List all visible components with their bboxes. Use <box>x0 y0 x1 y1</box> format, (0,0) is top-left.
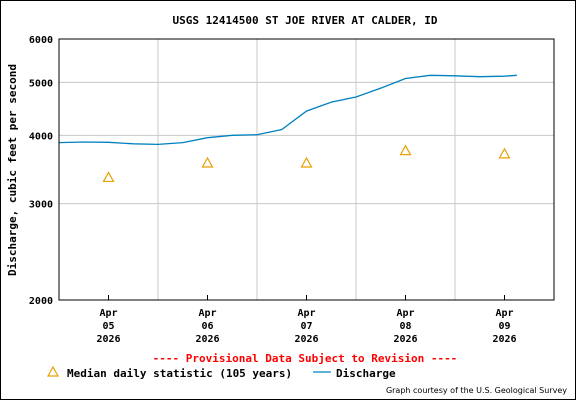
x-tick-label: 09 <box>498 321 510 332</box>
median-point <box>399 144 412 156</box>
legend: Median daily statistic (105 years) Discha… <box>46 365 396 380</box>
x-tick-label: 2026 <box>195 334 219 345</box>
y-axis-label: Discharge, cubic feet per second <box>6 64 19 276</box>
y-tick-label: 6000 <box>29 35 53 46</box>
median-point <box>300 156 313 168</box>
median-point <box>102 171 115 183</box>
data-series <box>58 74 517 183</box>
x-tick-label: 06 <box>201 321 213 332</box>
chart-title: USGS 12414500 ST JOE RIVER AT CALDER, ID <box>173 14 438 27</box>
plot-area-border <box>58 38 555 301</box>
x-tick-label: Apr <box>198 308 216 319</box>
legend-discharge-label: Discharge <box>336 367 396 380</box>
y-tick-label: 2000 <box>29 296 53 307</box>
x-tick-label: Apr <box>297 308 315 319</box>
grid-lines <box>59 39 554 300</box>
x-tick-label: 2026 <box>492 334 516 345</box>
x-tick-label: Apr <box>495 308 513 319</box>
x-tick-label: Apr <box>396 308 414 319</box>
y-tick-labels: 2000 3000 4000 5000 6000 <box>29 35 53 307</box>
x-tick-label: 2026 <box>393 334 417 345</box>
median-point <box>498 147 511 159</box>
median-point <box>201 156 214 168</box>
x-tick-label: 2026 <box>96 334 120 345</box>
x-tick-label: 05 <box>102 321 114 332</box>
y-tick-label: 5000 <box>29 78 53 89</box>
provisional-note: ---- Provisional Data Subject to Revisio… <box>153 352 458 365</box>
x-tick-labels: Apr 05 2026 Apr 06 2026 Apr 07 2026 Apr 08 2026 Apr 0… <box>96 295 517 345</box>
x-tick-label: 07 <box>300 321 312 332</box>
y-tick-label: 4000 <box>29 131 53 142</box>
x-tick-label: 08 <box>399 321 411 332</box>
legend-median-label: Median daily statistic (105 years) <box>67 367 292 380</box>
x-tick-label: Apr <box>99 308 117 319</box>
x-tick-label: 2026 <box>294 334 318 345</box>
legend-median-symbol <box>46 365 60 377</box>
credit-note: Graph courtesy of the U.S. Geological Su… <box>386 386 567 395</box>
discharge-line <box>58 74 517 146</box>
y-tick-label: 3000 <box>29 200 53 211</box>
